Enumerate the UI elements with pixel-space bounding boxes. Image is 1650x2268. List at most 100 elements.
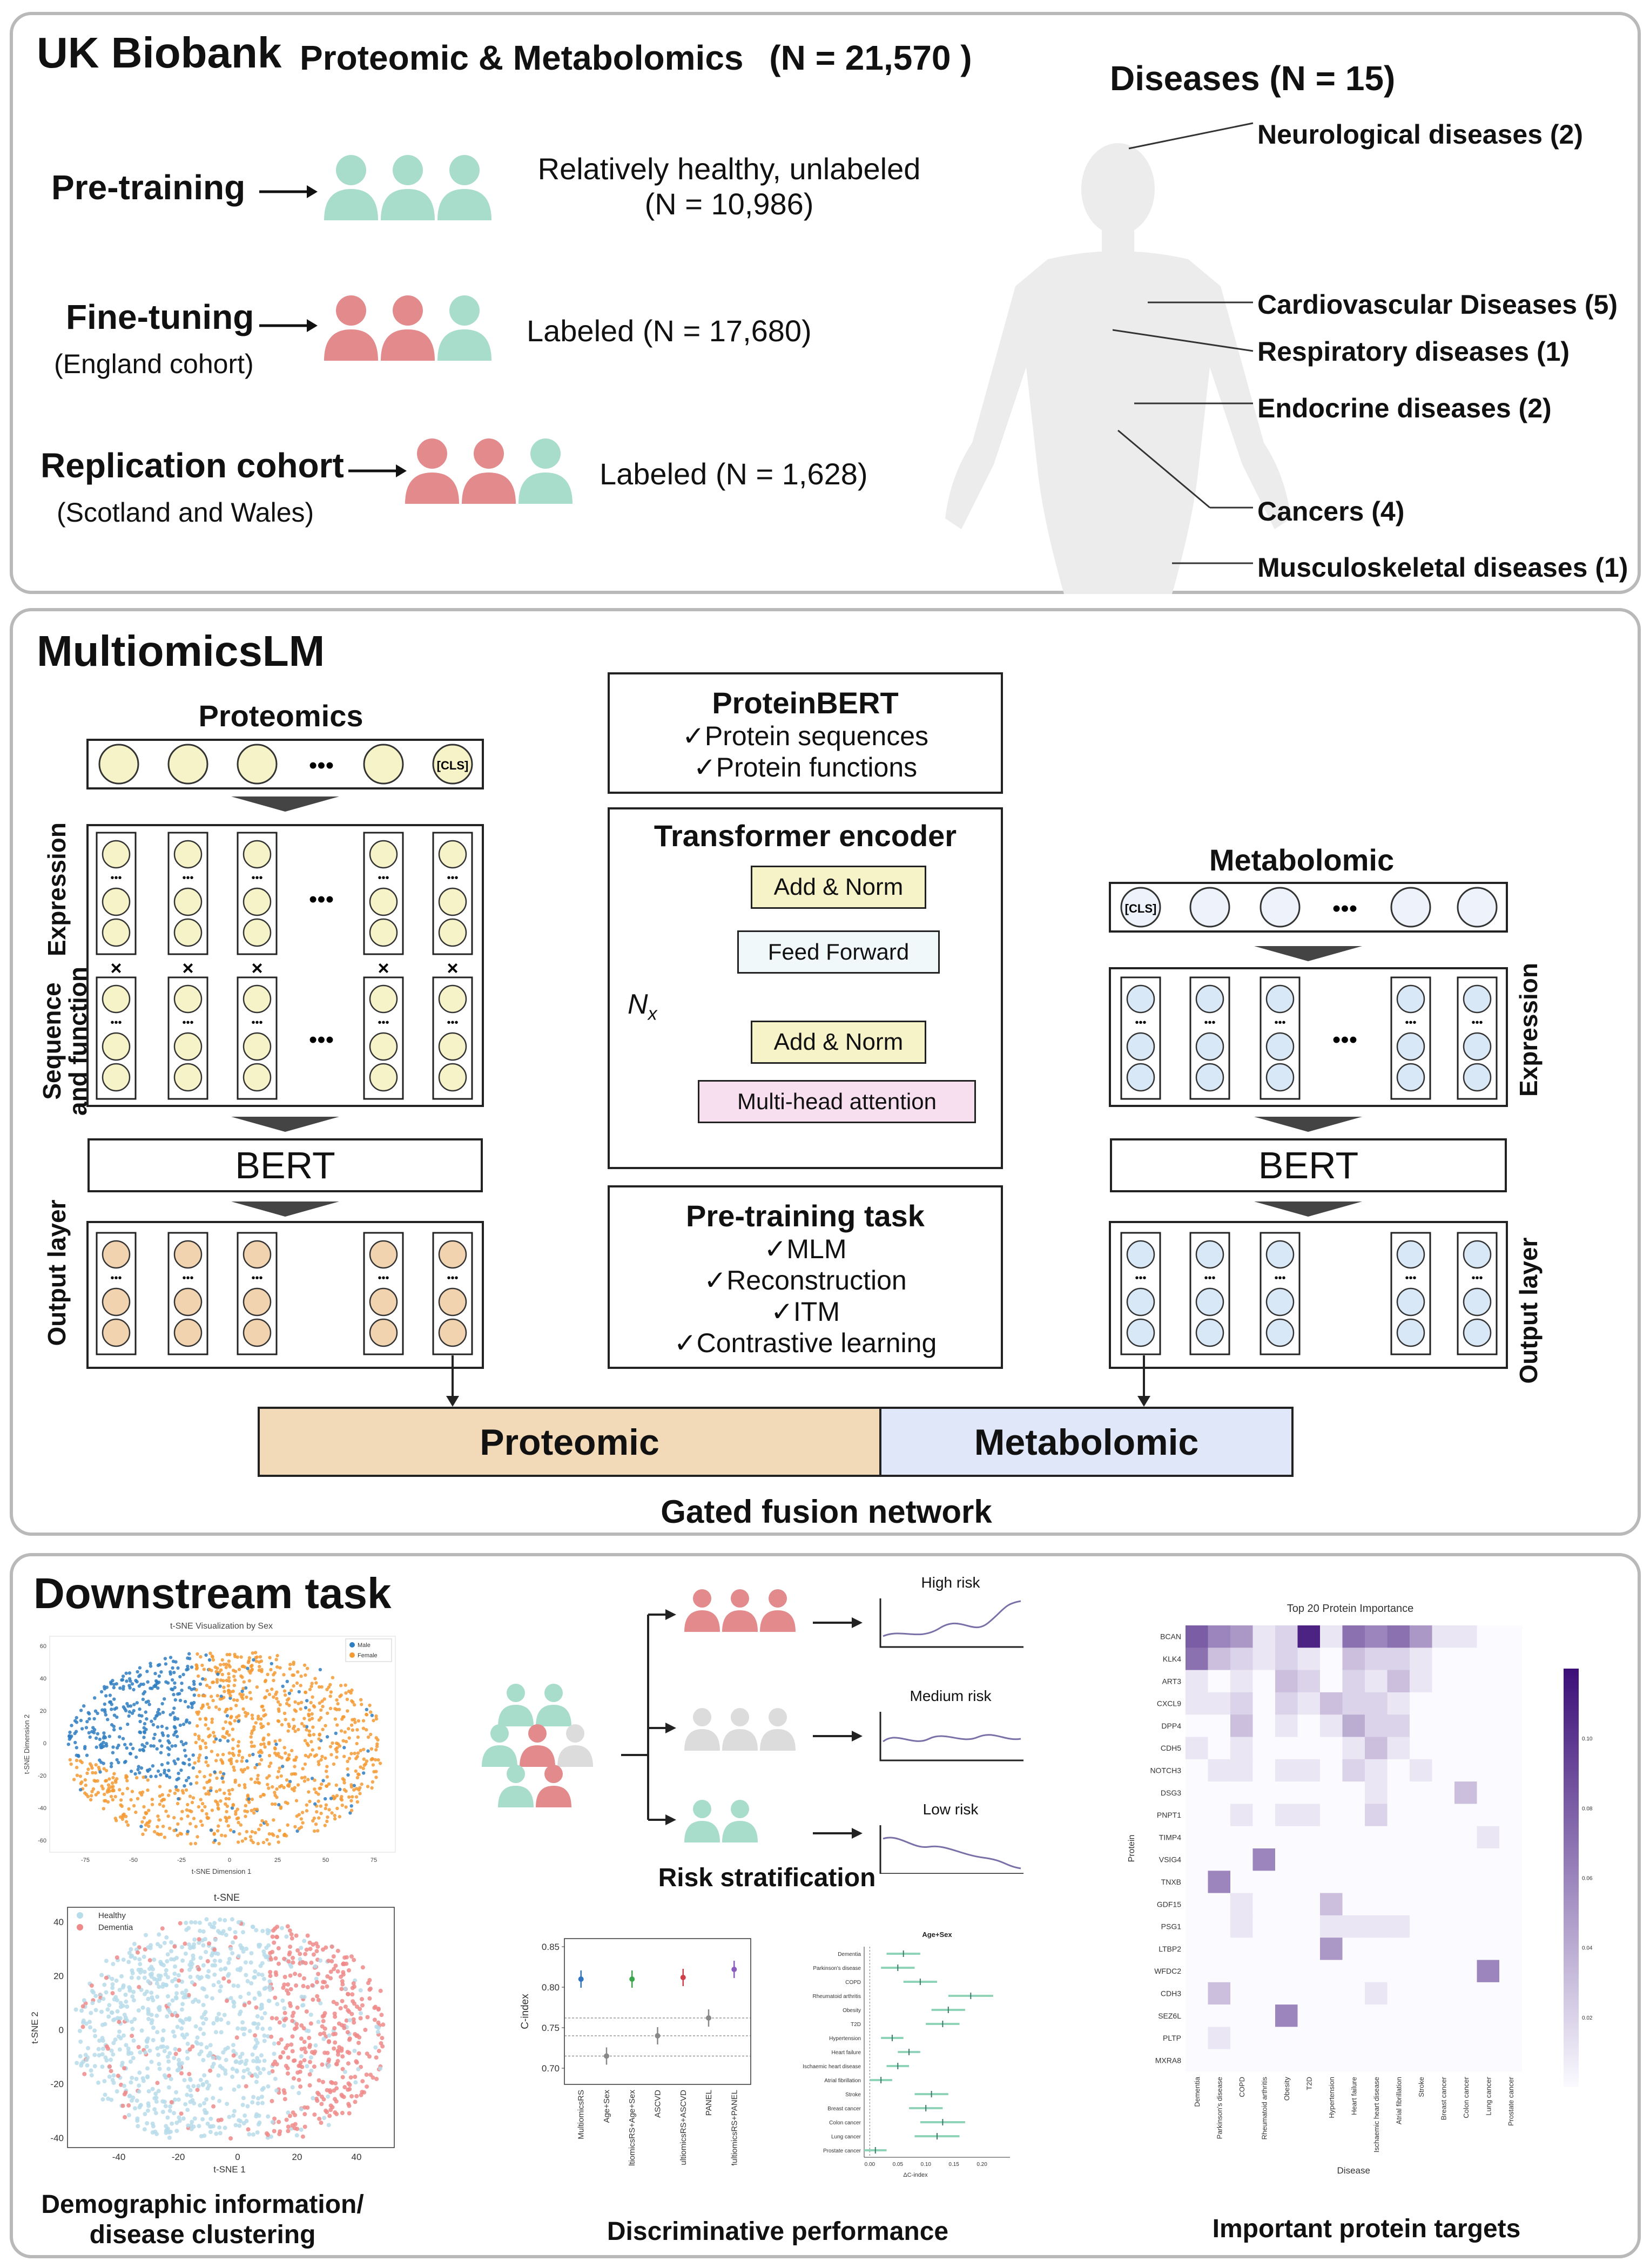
expression-node bbox=[173, 887, 203, 916]
tsne-dem-point bbox=[117, 2029, 122, 2034]
tsne-sex-point bbox=[147, 1703, 151, 1706]
tsne-dem-point bbox=[233, 1935, 238, 1940]
tsne-dem-point bbox=[213, 1963, 218, 1968]
tsne-sex-point bbox=[197, 1759, 200, 1763]
sequence-node bbox=[243, 984, 272, 1014]
heatmap-row-label: CXCL9 bbox=[1157, 1699, 1181, 1708]
tsne-sex-point bbox=[233, 1778, 237, 1782]
proteomics-down-arrow-1 bbox=[231, 796, 339, 812]
tsne-dem-point bbox=[303, 1952, 308, 1956]
tsne-dem-point bbox=[321, 2097, 326, 2102]
tsne-sex-point bbox=[273, 1739, 277, 1743]
heatmap-cell bbox=[1499, 1648, 1522, 1671]
person-head bbox=[693, 1708, 711, 1726]
tsne-dem-point bbox=[129, 1947, 133, 1952]
tsne-sex-point bbox=[326, 1711, 329, 1715]
metabolomic-output-dots: ••• bbox=[1274, 1272, 1285, 1284]
heatmap-cell bbox=[1410, 1826, 1432, 1849]
tsne-sex-point bbox=[158, 1794, 162, 1798]
tsne-dem-point bbox=[112, 2017, 117, 2022]
tsne-dem-point bbox=[232, 2109, 237, 2114]
tsne-dem-point bbox=[162, 2049, 167, 2054]
tsne-dem-point bbox=[376, 2049, 381, 2054]
tsne-dem-point bbox=[346, 2087, 351, 2092]
tsne-dem-point bbox=[116, 2074, 120, 2078]
tsne-sex-point bbox=[286, 1757, 289, 1761]
tsne-sex-point bbox=[337, 1707, 341, 1711]
metabolomic-output-node bbox=[1195, 1287, 1224, 1317]
metabolomic-expression-dots: ••• bbox=[1204, 1017, 1215, 1029]
tsne-sex-point bbox=[303, 1776, 307, 1779]
seq-func-line2: and function bbox=[64, 967, 92, 1116]
tsne-dem-point bbox=[360, 1997, 364, 2002]
tsne-dem-point bbox=[219, 2017, 224, 2022]
tsne-sex-point bbox=[306, 1666, 309, 1670]
tsne-sex-point bbox=[342, 1781, 346, 1785]
proteomics-output-node bbox=[369, 1287, 398, 1317]
tsne-sex-point bbox=[150, 1719, 153, 1723]
tsne-dem-point bbox=[371, 2075, 375, 2080]
tsne-sex-ytick: 40 bbox=[40, 1676, 46, 1682]
heatmap-cell bbox=[1454, 2004, 1477, 2027]
tsne-dem-point bbox=[174, 2129, 179, 2134]
heatmap-cell bbox=[1432, 1982, 1455, 2005]
tsne-sex-point bbox=[166, 1746, 170, 1750]
risk-group-person bbox=[760, 1589, 796, 1632]
sequence-node bbox=[102, 984, 131, 1014]
heatmap-cell bbox=[1477, 1625, 1500, 1648]
tsne-dem-point bbox=[115, 2089, 119, 2094]
person-head bbox=[693, 1800, 711, 1818]
heatmap-cell bbox=[1252, 1938, 1276, 1960]
tsne-sex-point bbox=[334, 1783, 338, 1787]
tsne-sex-point bbox=[169, 1713, 172, 1717]
disease-endocrine: Endocrine diseases (2) bbox=[1257, 393, 1552, 423]
tsne-sex-point bbox=[218, 1818, 223, 1822]
tsne-sex-point bbox=[206, 1702, 210, 1706]
proteinbert-box: ProteinBERT ✓Protein sequences ✓Protein … bbox=[608, 672, 1003, 794]
tsne-dem-point bbox=[227, 1927, 232, 1932]
tsne-sex-point bbox=[227, 1751, 231, 1755]
tsne-dem-point bbox=[223, 2071, 228, 2076]
tsne-sex-point bbox=[194, 1740, 198, 1744]
tsne-sex-point bbox=[333, 1717, 338, 1721]
tsne-sex-point bbox=[355, 1742, 359, 1746]
heatmap-cell bbox=[1297, 2027, 1321, 2050]
tsne-sex-point bbox=[90, 1794, 93, 1798]
proteomics-token bbox=[237, 744, 278, 785]
tsne-dem-point bbox=[184, 1988, 188, 1993]
tsne-dem-point bbox=[286, 2110, 291, 2115]
person-body bbox=[722, 1610, 758, 1632]
heatmap-cell bbox=[1275, 1893, 1298, 1916]
tsne-sex-point bbox=[352, 1784, 356, 1787]
metabolomic-expression-dots: ••• bbox=[1471, 1017, 1483, 1029]
tsne-dem-point bbox=[262, 2033, 267, 2038]
output-layer-label-right: Output layer bbox=[1514, 1237, 1543, 1384]
finetune-label: Fine-tuning bbox=[66, 298, 254, 336]
tsne-dem-point bbox=[182, 2078, 187, 2083]
tsne-dem-point bbox=[286, 1982, 291, 1987]
tsne-sex-point bbox=[175, 1778, 179, 1781]
tsne-dem-point bbox=[270, 2016, 274, 2021]
heatmap-cell bbox=[1297, 1737, 1321, 1760]
tsne-dem-point bbox=[301, 1983, 306, 1988]
tsne-dem-point bbox=[277, 2132, 282, 2136]
tsne-dem-point bbox=[201, 1963, 206, 1968]
tsne-dem-point bbox=[172, 1972, 177, 1976]
heatmap-cell bbox=[1477, 1938, 1500, 1960]
tsne-dem-point bbox=[208, 2116, 213, 2121]
expression-node bbox=[102, 918, 131, 947]
tsne-dem-point bbox=[216, 1929, 220, 1934]
tsne-dem-point bbox=[245, 2104, 250, 2109]
heatmap-cell bbox=[1432, 1960, 1455, 1983]
tsne-sex-point bbox=[87, 1712, 91, 1716]
tsne-sex-point bbox=[304, 1690, 307, 1694]
tsne-dem-point bbox=[85, 2063, 90, 2068]
tsne-sex-point bbox=[227, 1691, 231, 1695]
sequence-node bbox=[173, 1032, 203, 1061]
forest-category-label: Atrial fibrillation bbox=[824, 2078, 861, 2084]
tsne-sex-point bbox=[344, 1739, 348, 1744]
person-head bbox=[769, 1708, 787, 1726]
tsne-dem-point bbox=[334, 2086, 339, 2091]
tsne-dem-point bbox=[233, 1930, 238, 1935]
proteomics-down-arrow-2 bbox=[231, 1117, 339, 1132]
